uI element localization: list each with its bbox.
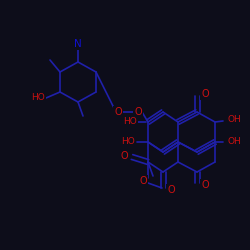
Text: HO: HO (121, 138, 135, 146)
Text: N: N (74, 39, 82, 49)
Text: O: O (201, 180, 209, 190)
Text: OH: OH (227, 116, 241, 124)
Text: O: O (134, 107, 142, 117)
Text: O: O (201, 89, 209, 99)
Text: O: O (167, 185, 175, 195)
Text: HO: HO (31, 94, 45, 102)
Text: OH: OH (227, 138, 241, 146)
Text: HO: HO (123, 118, 137, 126)
Text: O: O (120, 151, 128, 161)
Text: O: O (114, 107, 122, 117)
Text: O: O (139, 176, 147, 186)
